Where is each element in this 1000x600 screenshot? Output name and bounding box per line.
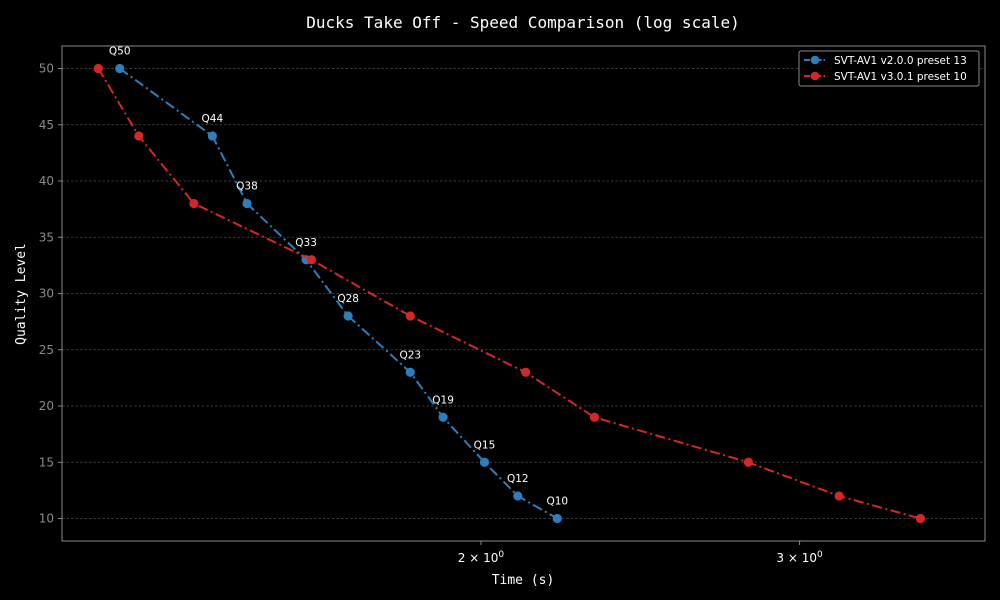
- point-label: Q28: [337, 293, 359, 305]
- point-label: Q15: [474, 439, 496, 451]
- y-axis-label: Quality Level: [14, 243, 29, 345]
- data-point-series-1: [513, 491, 523, 501]
- series-line-2: [97, 67, 921, 520]
- grid-lines: [62, 68, 985, 519]
- data-point-series-1: [552, 513, 562, 524]
- data-point-series-2: [93, 63, 103, 74]
- data-point-series-1: [242, 198, 252, 209]
- legend-marker: [810, 71, 820, 81]
- data-point-series-2: [405, 311, 415, 321]
- data-point-series-1: [479, 457, 490, 467]
- data-point-series-1: [115, 63, 125, 74]
- x-tick-label: 3 × 100: [776, 550, 823, 565]
- chart-title: Ducks Take Off - Speed Comparison (log s…: [306, 13, 739, 32]
- legend-label: SVT-AV1 v2.0.0 preset 13: [834, 55, 967, 67]
- y-tick-label: 35: [39, 230, 54, 244]
- legend-marker: [810, 55, 820, 65]
- x-axis-label: Time (s): [492, 573, 555, 588]
- legend-box: [798, 50, 980, 87]
- data-point-series-1: [343, 311, 353, 321]
- data-point-series-2: [743, 457, 754, 467]
- series-lines: [93, 63, 926, 524]
- y-tick-label: 45: [39, 118, 54, 132]
- data-point-series-2: [521, 367, 531, 377]
- point-labels: Q50 Q44 Q38 Q33 Q28 Q23 Q19 Q15 Q12 Q10: [109, 46, 568, 508]
- point-label: Q50: [109, 46, 131, 58]
- point-label: Q10: [546, 496, 568, 508]
- series-line-1: [119, 67, 558, 520]
- y-axis: 10 15 20 25 30 35 40 45 50: [39, 62, 62, 526]
- data-point-series-1: [405, 367, 415, 377]
- data-point-series-1: [207, 131, 217, 141]
- y-tick-label: 40: [39, 174, 54, 188]
- legend: SVT-AV1 v2.0.0 preset 13 SVT-AV1 v3.0.1 p…: [798, 50, 980, 87]
- y-tick-label: 20: [39, 399, 54, 413]
- data-point-series-2: [589, 412, 600, 422]
- x-tick-label: 2 × 100: [458, 550, 505, 565]
- point-label: Q12: [507, 473, 529, 485]
- point-label: Q44: [202, 113, 224, 125]
- legend-label: SVT-AV1 v3.0.1 preset 10: [834, 71, 967, 83]
- point-label: Q38: [236, 181, 258, 193]
- y-tick-label: 30: [39, 287, 54, 301]
- y-tick-label: 25: [39, 343, 54, 357]
- point-label: Q19: [432, 394, 454, 406]
- x-axis: 2 × 100 3 × 100: [458, 541, 823, 565]
- data-point-series-2: [915, 513, 926, 524]
- y-tick-label: 50: [39, 62, 54, 76]
- data-point-series-2: [189, 198, 199, 209]
- point-label: Q33: [295, 237, 317, 249]
- point-label: Q23: [399, 349, 421, 361]
- data-point-series-2: [306, 255, 317, 265]
- y-tick-label: 10: [39, 512, 54, 526]
- data-point-series-2: [134, 131, 144, 141]
- data-point-series-2: [834, 491, 844, 501]
- data-point-series-1: [438, 412, 448, 422]
- y-tick-label: 15: [39, 455, 54, 469]
